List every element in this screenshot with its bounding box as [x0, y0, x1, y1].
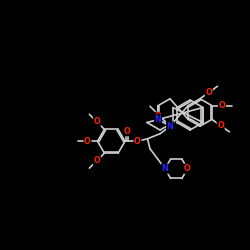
Text: N: N [155, 115, 162, 124]
Text: O: O [134, 137, 141, 146]
Text: N: N [166, 122, 173, 131]
Text: O: O [184, 164, 191, 173]
Text: O: O [84, 137, 91, 146]
Text: N: N [162, 164, 168, 173]
Text: O: O [206, 88, 212, 97]
Text: O: O [94, 156, 100, 165]
Text: O: O [124, 127, 131, 136]
Text: O: O [218, 101, 225, 110]
Text: O: O [217, 121, 224, 130]
Text: O: O [94, 117, 100, 126]
Text: O: O [155, 112, 162, 122]
